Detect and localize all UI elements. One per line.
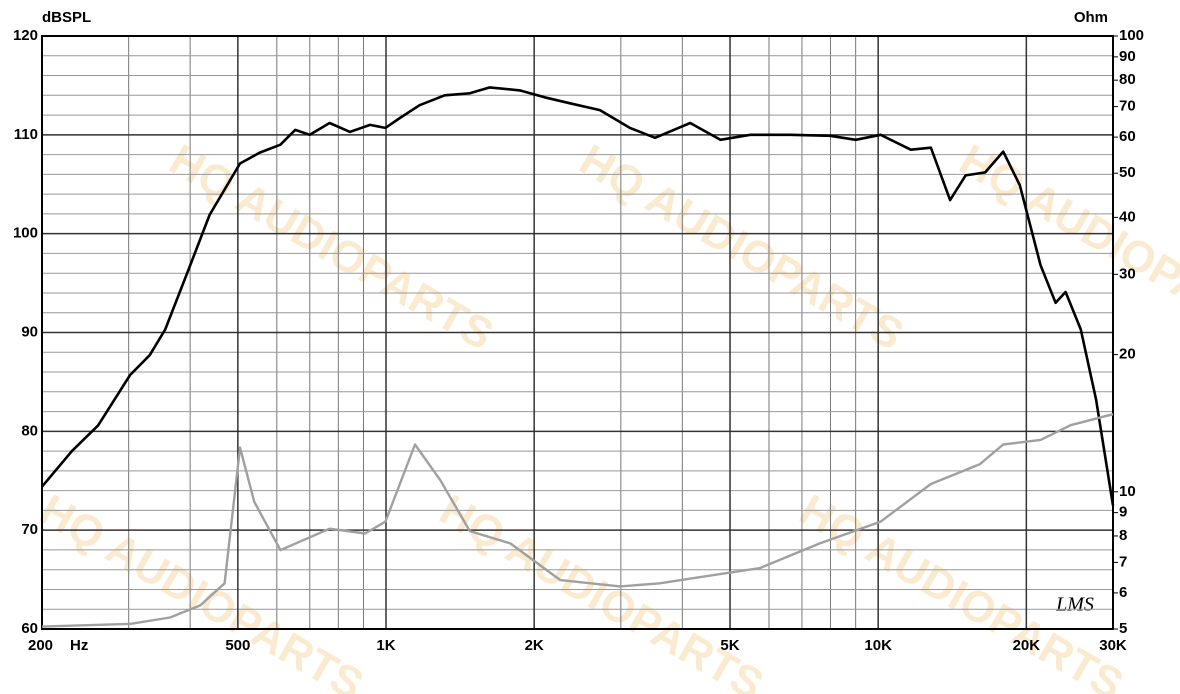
y2-tick-label: 40 (1119, 208, 1136, 225)
logo: LMS (1055, 594, 1094, 616)
y-tick-label: 60 (21, 620, 38, 637)
x-tick-label: 5K (720, 637, 739, 654)
x-tick-label: 500 (225, 637, 250, 654)
y2-tick-label: 30 (1119, 265, 1136, 282)
series-line (41, 413, 1114, 628)
y-tick-label: 90 (21, 323, 38, 340)
y2-tick-label: 10 (1119, 483, 1136, 500)
x-tick-label: 2K (525, 637, 544, 654)
y-axis-label: dBSPL (42, 9, 91, 26)
y2-tick-label: 9 (1119, 504, 1127, 521)
y2-tick-label: 7 (1119, 553, 1127, 570)
y2-tick-label: 100 (1119, 27, 1144, 44)
y2-tick-label: 6 (1119, 584, 1127, 601)
x-tick-label: 1K (376, 637, 395, 654)
y-tick-label: 70 (21, 521, 38, 538)
y-tick-label: 120 (13, 27, 38, 44)
y-tick-label: 80 (21, 422, 38, 439)
plot-frame (41, 35, 1114, 630)
x-axis-label: Hz (70, 637, 88, 654)
x-tick-label: 200 (28, 637, 53, 654)
y-tick-label: 110 (14, 126, 38, 143)
y2-axis-label: Ohm (1074, 9, 1108, 26)
y2-tick-label: 80 (1119, 71, 1136, 88)
y2-tick-label: 5 (1119, 620, 1127, 637)
x-tick-label: 30K (1099, 637, 1127, 654)
y2-tick-label: 90 (1119, 48, 1136, 65)
y2-tick-label: 70 (1119, 98, 1136, 115)
y2-tick-label: 8 (1119, 527, 1127, 544)
x-tick-label: 10K (864, 637, 892, 654)
x-tick-label: 20K (1013, 637, 1041, 654)
y2-tick-label: 50 (1119, 164, 1136, 181)
series-line (41, 86, 1115, 506)
y-tick-label: 100 (13, 225, 38, 242)
y2-tick-label: 60 (1119, 128, 1136, 145)
y2-tick-label: 20 (1119, 346, 1136, 363)
